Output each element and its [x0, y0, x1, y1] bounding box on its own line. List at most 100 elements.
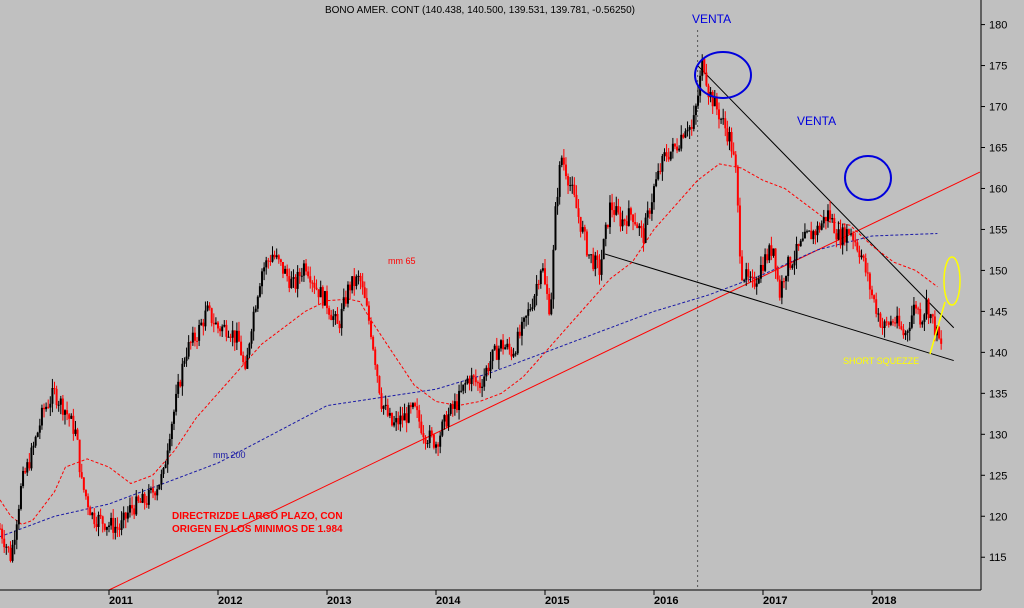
- sell-circle-break: [844, 155, 892, 201]
- candle-body: [780, 281, 783, 298]
- candle-body: [694, 105, 697, 116]
- candle-body: [653, 186, 655, 203]
- candle-body: [759, 264, 762, 279]
- candle-body: [726, 128, 729, 142]
- candle-body: [879, 313, 882, 327]
- candle-body: [105, 526, 108, 530]
- candle-body: [743, 279, 746, 281]
- short-squeeze-label: SHORT SQUEZZE: [843, 356, 919, 366]
- sell-label-line: VENTA: [797, 114, 836, 128]
- candle-body: [200, 322, 203, 325]
- candle-body: [730, 132, 733, 152]
- candle-body: [61, 398, 64, 415]
- candle-body: [363, 287, 366, 298]
- candle-body: [458, 390, 461, 411]
- candle-body: [554, 206, 557, 250]
- candle-body: [619, 212, 622, 227]
- candle-body: [418, 410, 421, 422]
- candle-body: [15, 524, 18, 540]
- candle-body: [860, 255, 863, 258]
- candle-body: [225, 324, 228, 337]
- candle-body: [529, 309, 532, 311]
- candle-body: [311, 282, 314, 284]
- candle-body: [181, 363, 184, 387]
- candle-body: [445, 415, 448, 427]
- candle-body: [45, 406, 48, 410]
- candle-body: [267, 260, 270, 262]
- candle-body: [302, 263, 305, 276]
- candle-body: [600, 259, 603, 275]
- candle-body: [833, 218, 836, 234]
- candle-body: [334, 314, 337, 317]
- candle-body: [621, 219, 624, 227]
- candle-body: [604, 224, 607, 239]
- candle-body: [36, 432, 39, 437]
- candle-body: [588, 254, 591, 256]
- candle-body: [189, 342, 192, 344]
- candle-body: [531, 307, 534, 310]
- candle-body: [275, 255, 278, 258]
- candle-body: [826, 210, 829, 222]
- candle-body: [688, 127, 691, 130]
- candle-body: [296, 271, 299, 289]
- candle-body: [644, 217, 647, 243]
- candle-body: [665, 152, 668, 157]
- candle-body: [841, 227, 844, 246]
- candle-body: [785, 276, 788, 282]
- candle-body: [692, 115, 695, 129]
- mm200-label: mm 200: [213, 450, 246, 460]
- candle-body: [370, 320, 373, 337]
- candle-body: [707, 85, 710, 98]
- candle-body: [432, 434, 435, 448]
- candle-body: [365, 297, 368, 306]
- candle-body: [76, 429, 79, 440]
- candle-body: [263, 267, 266, 272]
- candle-body: [172, 411, 175, 424]
- candle-body: [51, 388, 54, 404]
- candle-body: [495, 345, 498, 360]
- candle-body: [789, 256, 792, 268]
- candle-body: [3, 538, 6, 548]
- candle-body: [657, 170, 660, 180]
- candle-body: [497, 348, 500, 360]
- candle-body: [598, 259, 601, 275]
- candle-body: [474, 377, 477, 383]
- candle-body: [579, 216, 582, 232]
- candle-body: [506, 343, 509, 348]
- candle-body: [906, 331, 909, 333]
- candle-body: [256, 296, 259, 309]
- candle-body: [217, 322, 219, 329]
- y-tick-label: 140: [989, 347, 1007, 359]
- candle-body: [577, 208, 580, 217]
- candle-body: [485, 367, 488, 377]
- candle-body: [701, 58, 704, 76]
- candle-body: [583, 227, 586, 232]
- candle-body: [925, 299, 928, 315]
- candle-body: [791, 265, 794, 268]
- candle-body: [877, 313, 880, 315]
- candle-body: [191, 332, 194, 343]
- candle-body: [567, 176, 570, 186]
- candle-body: [441, 421, 444, 436]
- candle-body: [265, 260, 268, 268]
- candle-body: [183, 360, 186, 364]
- candle-body: [824, 216, 827, 222]
- candle-body: [684, 131, 687, 138]
- candle-body: [799, 240, 802, 247]
- candle-body: [686, 129, 689, 132]
- candle-body: [837, 229, 840, 240]
- candle-body: [797, 243, 800, 247]
- candle-body: [523, 317, 526, 322]
- candle-body: [889, 321, 892, 325]
- candle-body: [690, 127, 693, 129]
- candle-body: [778, 279, 781, 298]
- candle-body: [254, 308, 257, 312]
- candle-body: [724, 118, 727, 129]
- candle-body: [873, 295, 876, 300]
- candle-body: [535, 283, 538, 296]
- candle-body: [231, 330, 234, 338]
- y-axis: 115 120 125 130 135 140 145 150 155 160 165 170 175 1…: [980, 0, 1007, 590]
- candle-body: [328, 308, 331, 315]
- candle-body: [63, 410, 66, 415]
- candle-body: [573, 184, 576, 195]
